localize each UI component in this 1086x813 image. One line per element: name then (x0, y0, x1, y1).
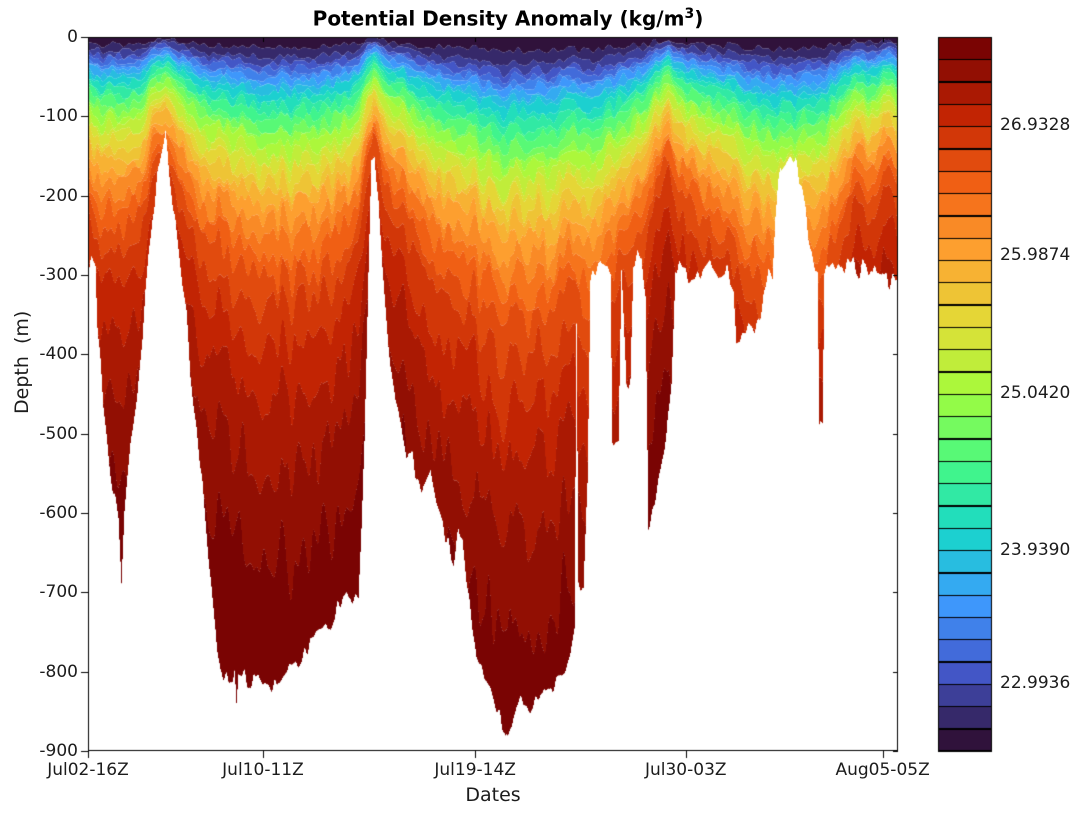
colorbar-tick-label: 22.9936 (1000, 673, 1071, 694)
x-tick-label: Jul10-11Z (222, 760, 304, 780)
x-tick-label: Jul30-03Z (644, 760, 727, 780)
colorbar-tick-label: 26.9328 (1000, 114, 1071, 135)
y-tick-label: -300 (39, 265, 78, 285)
y-tick-label: -200 (39, 185, 78, 206)
colorbar-tick-label: 25.0420 (1000, 383, 1071, 403)
y-tick-label: -100 (39, 106, 78, 127)
x-tick-label: Jul19-14Z (434, 760, 516, 780)
y-tick-label: -600 (39, 503, 78, 523)
x-axis-label: Dates (465, 784, 521, 806)
x-tick-label: Jul02-16Z (47, 760, 129, 780)
y-tick-label: 0 (67, 27, 78, 47)
y-tick-label: -700 (39, 582, 78, 603)
y-tick-label: -800 (39, 661, 78, 682)
colorbar-tick-label: 25.9874 (1000, 244, 1071, 265)
x-tick-label: Aug05-05Z (835, 760, 930, 780)
y-tick-label: -400 (39, 344, 78, 365)
y-tick-label: -900 (39, 741, 78, 761)
y-axis-label: Depth (m) (11, 311, 33, 414)
colorbar-tick-label: 23.9390 (1000, 540, 1071, 560)
y-tick-label: -500 (39, 423, 78, 444)
